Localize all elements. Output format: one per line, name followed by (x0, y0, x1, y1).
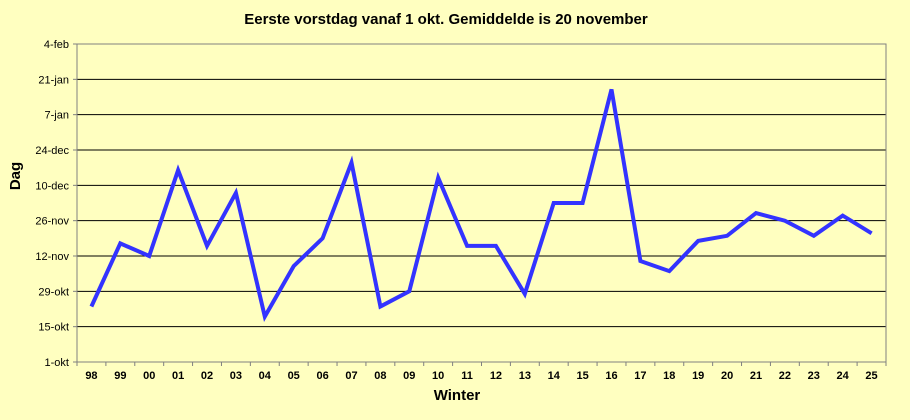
x-tick-label: 15 (577, 370, 589, 382)
x-tick-label: 20 (721, 370, 733, 382)
x-tick-label: 01 (172, 370, 184, 382)
x-tick-label: 98 (85, 370, 97, 382)
y-tick-label: 7-jan (45, 110, 69, 122)
y-tick-label: 10-dec (35, 180, 69, 192)
y-tick-label: 21-jan (38, 74, 69, 86)
x-tick-label: 08 (374, 370, 386, 382)
x-tick-label: 07 (345, 370, 357, 382)
x-tick-label: 18 (663, 370, 675, 382)
x-tick-label: 14 (548, 370, 561, 382)
y-tick-label: 4-feb (44, 39, 69, 51)
x-tick-label: 17 (634, 370, 646, 382)
y-tick-label: 29-okt (38, 286, 69, 298)
x-tick-label: 99 (114, 370, 126, 382)
x-tick-label: 04 (259, 370, 272, 382)
chart-title: Eerste vorstdag vanaf 1 okt. Gemiddelde … (244, 11, 648, 28)
x-tick-label: 13 (519, 370, 531, 382)
y-axis-label: Dag (7, 162, 24, 190)
x-tick-label: 16 (605, 370, 617, 382)
x-tick-label: 19 (692, 370, 704, 382)
y-axis: 1-okt 15-okt 29-okt 12-nov 26-nov 10-dec 24-de… (35, 39, 77, 369)
x-tick-label: 06 (316, 370, 328, 382)
x-tick-label: 09 (403, 370, 415, 382)
x-tick-label: 02 (201, 370, 213, 382)
plot-area-border (76, 43, 887, 363)
x-axis-label: Winter (434, 387, 481, 404)
x-axis: 98 99 00 01 02 03 04 05 06 07 08 09 10 11 12 13 14 15 16 17… (76, 362, 887, 382)
x-tick-label: 10 (432, 370, 444, 382)
x-tick-label: 03 (230, 370, 242, 382)
x-tick-label: 23 (808, 370, 820, 382)
y-tick-label: 1-okt (45, 357, 69, 369)
x-tick-label: 11 (461, 370, 473, 382)
grid (77, 78, 886, 328)
series-line (89, 88, 873, 323)
y-tick-label: 26-nov (35, 216, 69, 228)
x-tick-label: 00 (143, 370, 155, 382)
x-tick-label: 05 (288, 370, 300, 382)
x-tick-label: 22 (779, 370, 791, 382)
y-tick-label: 24-dec (35, 145, 69, 157)
y-tick-label: 15-okt (38, 322, 69, 334)
x-tick-label: 24 (837, 370, 850, 382)
y-tick-label: 12-nov (35, 251, 69, 263)
x-tick-label: 21 (750, 370, 762, 382)
x-tick-label: 25 (865, 370, 877, 382)
series (89, 88, 873, 323)
x-tick-label: 12 (490, 370, 502, 382)
